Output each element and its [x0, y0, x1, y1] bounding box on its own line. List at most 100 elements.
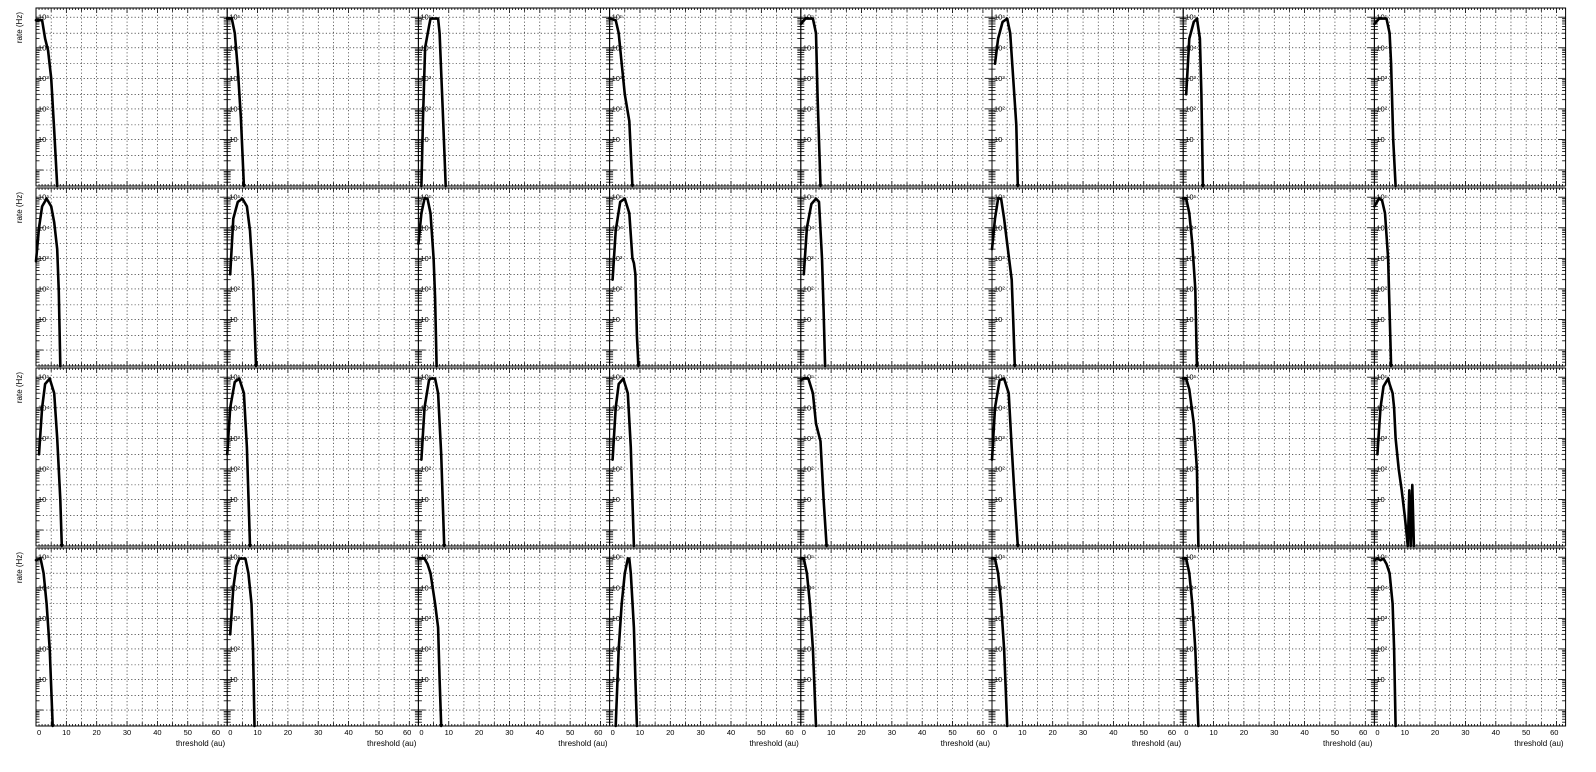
y-tick-label: 10 — [229, 495, 237, 504]
rate-curve — [608, 17, 634, 188]
panel-frame — [226, 7, 419, 187]
y-tick-label: 10³ — [994, 254, 1005, 263]
y-tick-label: 10⁵ — [612, 193, 623, 202]
y-tick-label: 10 — [420, 315, 428, 324]
panel-ticks — [417, 187, 610, 367]
y-tick-label: 10⁴ — [1376, 223, 1388, 232]
panel-grid — [1374, 188, 1566, 366]
panel-ticks — [35, 187, 228, 367]
y-tick-label: 10³ — [803, 74, 814, 83]
panel-grid — [36, 368, 228, 546]
y-tick-label: 10⁴ — [229, 223, 241, 232]
y-tick-label: 10 — [229, 315, 237, 324]
y-tick-label: 10⁵ — [803, 193, 814, 202]
y-tick-label: 10² — [229, 284, 240, 293]
y-tick-label: 10² — [420, 284, 431, 293]
y-tick-label: 10³ — [994, 74, 1005, 83]
y-tick-label: 10⁵ — [229, 373, 240, 382]
y-tick-label: 10 — [612, 315, 620, 324]
rate-curve — [225, 17, 246, 188]
y-tick-label: 10⁵ — [994, 13, 1005, 22]
panel-ticks — [1182, 7, 1375, 187]
panel-frame — [417, 187, 611, 367]
y-tick-label: 10³ — [229, 74, 240, 83]
y-tick-label: 10⁵ — [1376, 193, 1387, 202]
y-tick-label: 10⁴ — [803, 223, 815, 232]
y-tick-label: 10² — [612, 104, 623, 113]
y-tick-label: 10 — [994, 315, 1002, 324]
y-tick-label: 10² — [1185, 284, 1196, 293]
panel-r1-c7: 10 10² 10³ 10⁴ 10⁵ — [1373, 187, 1567, 368]
panel-frame — [35, 367, 228, 547]
panel-frame — [35, 187, 228, 367]
panel-grid — [992, 8, 1184, 186]
panel-ticks — [35, 367, 228, 547]
y-tick-label: 10⁵ — [994, 193, 1005, 202]
y-tick-label: 10³ — [1376, 74, 1387, 83]
y-tick-label: 10 — [38, 495, 46, 504]
rate-curve — [1181, 197, 1199, 368]
panel-grid — [609, 188, 801, 366]
y-tick-label: 10⁴ — [38, 223, 50, 232]
y-tick-label: 10³ — [420, 254, 431, 263]
y-tick-label: 10² — [229, 104, 240, 113]
y-tick-label: 10³ — [612, 74, 623, 83]
panel-ticks — [35, 7, 228, 187]
panel-frame — [800, 187, 993, 367]
y-tick-label: 10⁵ — [420, 13, 431, 22]
y-tick-label: 10² — [803, 104, 814, 113]
panel-grid — [992, 188, 1184, 366]
panel-grid — [800, 8, 992, 186]
y-tick-label: 10³ — [420, 74, 431, 83]
panel-grid — [800, 188, 992, 366]
panel-grid — [36, 8, 228, 186]
y-tick-label: 10⁴ — [612, 43, 624, 52]
y-tick-label: 10⁵ — [1185, 193, 1196, 202]
panel-ticks — [1374, 7, 1566, 187]
y-tick-label: 10⁴ — [1185, 43, 1197, 52]
y-tick-label: 10 — [1376, 315, 1384, 324]
panel-ticks — [800, 187, 993, 367]
rate-curve — [1373, 197, 1393, 368]
y-tick-label: 10 — [994, 135, 1002, 144]
panel-grid — [418, 188, 610, 366]
rate-curve — [225, 377, 252, 548]
panel-ticks — [800, 7, 993, 187]
y-tick-label: 10⁴ — [803, 43, 815, 52]
panel-r2-c1: 10 10² 10³ 10⁴ 10⁵ — [225, 367, 419, 548]
panel-frame — [1373, 7, 1567, 187]
y-tick-label: 10⁴ — [38, 43, 50, 52]
panel-r1-c2: 10 10² 10³ 10⁴ 10⁵ — [417, 187, 611, 368]
rate-curve — [228, 197, 258, 368]
panel-frame — [1182, 7, 1375, 187]
y-tick-label: 10⁴ — [229, 403, 241, 412]
panel-ticks — [226, 7, 419, 187]
panel-grid — [418, 368, 610, 546]
rate-curve — [34, 18, 59, 188]
panel-r1-c1: 10 10² 10³ 10⁴ 10⁵ — [226, 187, 419, 368]
y-tick-label: 10³ — [1185, 74, 1196, 83]
panel-ticks — [417, 7, 610, 187]
panel-frame — [991, 7, 1184, 187]
panel-frame — [991, 187, 1184, 367]
panel-r0-c7: 10 10² 10³ 10⁴ 10⁵ — [1373, 7, 1567, 188]
y-tick-label: 10² — [1376, 284, 1387, 293]
panel-grid — [418, 8, 610, 186]
panel-r0-c5: 10 10² 10³ 10⁴ 10⁵ — [991, 7, 1184, 188]
y-axis-label: rate (Hz) — [15, 12, 24, 43]
panel-grid — [1183, 188, 1375, 366]
panel-frame — [609, 7, 802, 187]
y-tick-label: 10³ — [612, 254, 623, 263]
panel-ticks — [991, 187, 1184, 367]
panel-ticks — [1374, 187, 1566, 367]
y-tick-label: 10² — [38, 464, 49, 473]
y-tick-label: 10 — [38, 135, 46, 144]
y-tick-label: 10³ — [1376, 254, 1387, 263]
y-tick-label: 10⁴ — [420, 223, 432, 232]
y-tick-label: 10³ — [1185, 254, 1196, 263]
y-tick-label: 10⁵ — [38, 373, 49, 382]
y-tick-label: 10³ — [38, 434, 49, 443]
